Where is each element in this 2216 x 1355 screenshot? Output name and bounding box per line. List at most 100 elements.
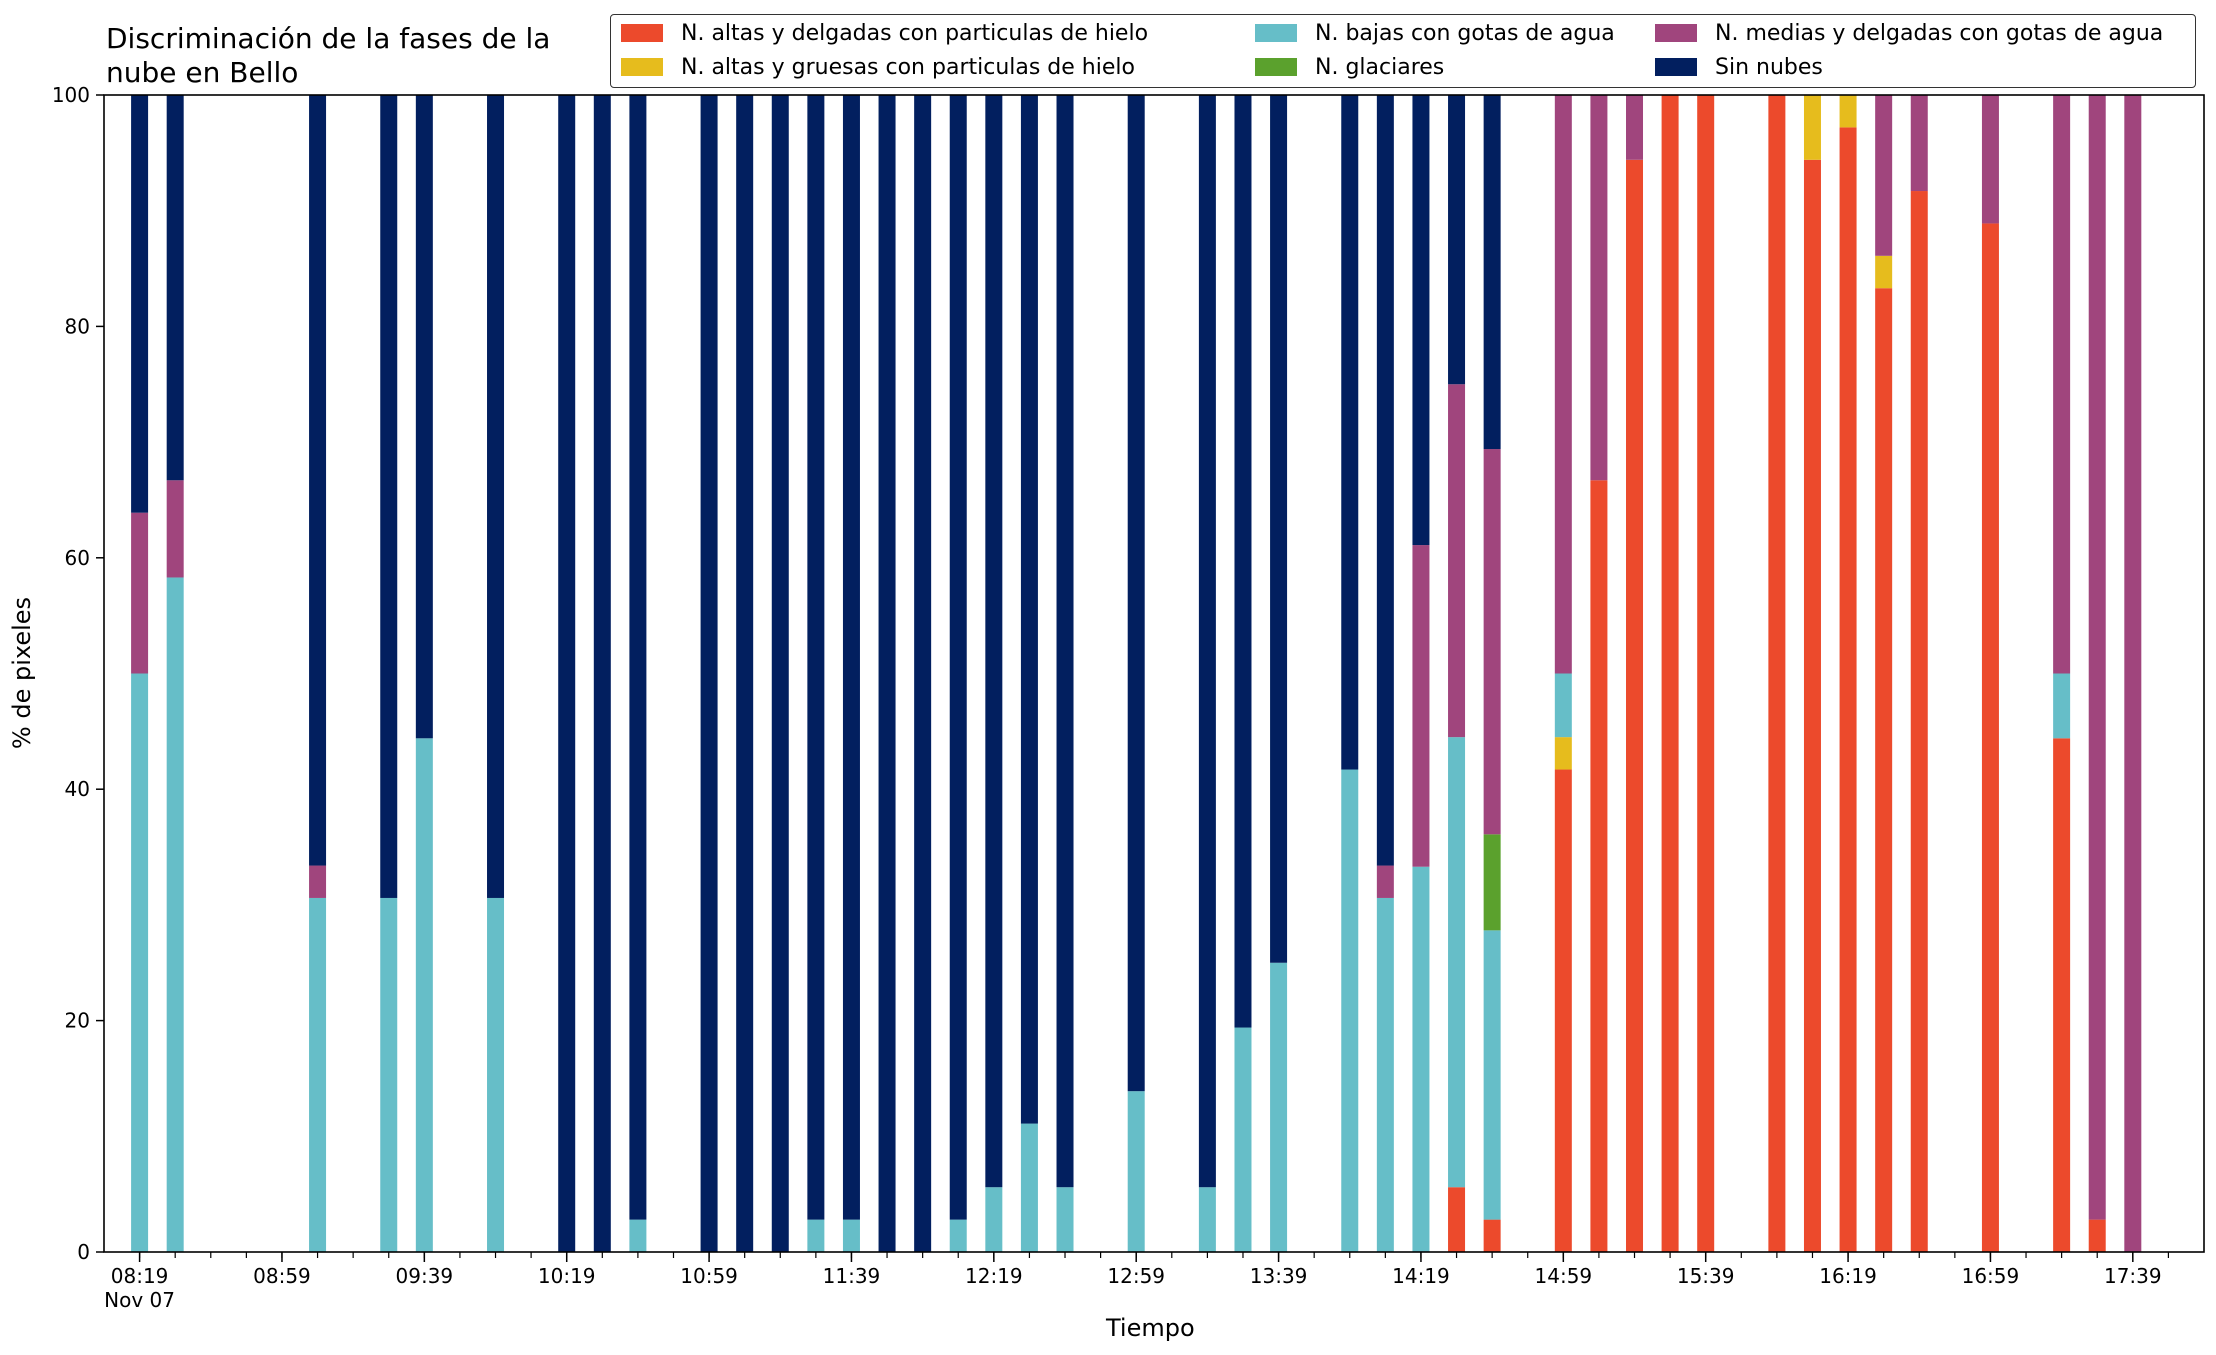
bar-segment-bajas [309, 897, 327, 1252]
bar-segment-medias [1412, 545, 1430, 867]
bar-segment-sin [842, 95, 860, 1220]
bar-segment-medias [1554, 95, 1572, 674]
bar-segment-bajas [487, 897, 505, 1252]
bar-segment-sin [131, 95, 149, 513]
bar-segment-medias [1483, 449, 1501, 835]
legend-label: N. medias y delgadas con gotas de agua [1715, 21, 2164, 46]
bar-segment-gruesas [1839, 95, 1857, 128]
legend-item-alto-hielo: N. altas y delgadas con particulas de hi… [621, 21, 1148, 47]
bar-segment-gruesas [1803, 95, 1821, 160]
x-tick-label: 17:39 [2104, 1264, 2162, 1288]
bar-segment-medias [2124, 95, 2142, 1252]
bar-segment-bajas [1198, 1187, 1216, 1252]
x-tick-label: 09:39 [396, 1264, 454, 1288]
bar-segment-sin [166, 95, 184, 481]
bar-segment-bajas [1234, 1027, 1252, 1252]
bar-segment-bajas [1376, 897, 1394, 1252]
y-axis-label: % de pixeles [8, 596, 36, 750]
bar-segment-medias [1910, 95, 1928, 192]
bar-segment-bajas [1412, 866, 1430, 1252]
x-tick-label: 08:59 [253, 1264, 311, 1288]
bar-segment-sin [1448, 95, 1466, 385]
x-tick-label: 10:19 [538, 1264, 596, 1288]
legend-item-bajas: N. bajas con gotas de agua [1255, 21, 1615, 47]
bar-segment-alto_hielo [1839, 127, 1857, 1252]
legend-label: N. altas y delgadas con particulas de hi… [681, 21, 1149, 46]
bar-segment-bajas [1341, 769, 1359, 1252]
chart-title-line-1: Discriminación de la fases de la [106, 22, 551, 55]
y-tick-label: 60 [65, 546, 90, 570]
bar-segment-alto_hielo [1697, 95, 1715, 1252]
bar-segment-bajas [1483, 930, 1501, 1220]
bar-segment-alto_hielo [2088, 1219, 2106, 1252]
bar-segment-alto_hielo [1554, 769, 1572, 1252]
bar-segment-alto_hielo [1590, 480, 1608, 1252]
bar-segment-medias [131, 512, 149, 674]
bar-segment-medias [1376, 865, 1394, 898]
bar-segment-medias [2088, 95, 2106, 1220]
legend-label: N. bajas con gotas de agua [1315, 21, 1615, 46]
y-tick-label: 0 [77, 1240, 90, 1264]
bar-segment-sin [1056, 95, 1074, 1188]
x-tick-label: 11:39 [823, 1264, 881, 1288]
bar-segment-gruesas [1554, 737, 1572, 770]
legend-swatch [1255, 24, 1297, 42]
bar-segment-medias [1448, 384, 1466, 738]
bar-segment-sin [415, 95, 433, 739]
bar-segment-medias [1981, 95, 1999, 224]
bar-segment-sin [1020, 95, 1038, 1124]
bar-segment-bajas [985, 1187, 1003, 1252]
bar-segment-bajas [2053, 673, 2071, 739]
bar-segment-medias [309, 865, 327, 898]
bar-segment-bajas [1270, 962, 1288, 1252]
chart-title-line-2: nube en Bello [106, 56, 299, 89]
x-tick-label: 14:19 [1392, 1264, 1450, 1288]
bar-segment-bajas [842, 1219, 860, 1252]
bar-segment-medias [1626, 95, 1644, 160]
bar-segment-bajas [1127, 1091, 1145, 1252]
legend-item-glaciares: N. glaciares [1255, 55, 1444, 81]
legend-swatch [1255, 58, 1297, 76]
bar-segment-alto_hielo [1803, 159, 1821, 1253]
bar-segment-sin [1270, 95, 1288, 963]
bar-segment-sin [1198, 95, 1216, 1188]
bar-segment-sin [1483, 95, 1501, 450]
bar-segment-sin [1341, 95, 1359, 770]
bar-segment-bajas [380, 897, 398, 1252]
bar-segment-gruesas [1875, 255, 1893, 289]
bar-segment-sin [309, 95, 327, 866]
bar-segment-sin [807, 95, 825, 1220]
legend-label: Sin nubes [1715, 55, 1823, 80]
bars-layer [131, 95, 2142, 1253]
plot-frame [103, 94, 2205, 1253]
bar-segment-sin [558, 95, 576, 1252]
legend-item-medias: N. medias y delgadas con gotas de agua [1655, 21, 2163, 47]
bar-segment-sin [914, 95, 932, 1252]
bar-segment-medias [166, 480, 184, 578]
x-tick-label: 13:39 [1250, 1264, 1308, 1288]
bar-segment-alto_hielo [2053, 738, 2071, 1252]
bar-segment-sin [771, 95, 789, 1252]
bar-segment-bajas [807, 1219, 825, 1252]
bar-segment-bajas [629, 1219, 647, 1252]
x-tick-label: 12:59 [1107, 1264, 1165, 1288]
bar-segment-alto_hielo [1483, 1219, 1501, 1252]
y-tick-label: 40 [65, 777, 90, 801]
y-tick-label: 100 [52, 83, 90, 107]
y-tick-label: 20 [65, 1009, 90, 1033]
bar-segment-alto_hielo [1875, 288, 1893, 1252]
axis-ticks [96, 94, 2170, 1262]
legend-item-gruesas: N. altas y gruesas con particulas de hie… [621, 55, 1135, 81]
bar-segment-sin [700, 95, 718, 1252]
legend: N. altas y delgadas con particulas de hi… [610, 14, 2196, 88]
bar-segment-sin [1376, 95, 1394, 866]
bar-segment-bajas [1056, 1187, 1074, 1252]
legend-swatch [1655, 58, 1697, 76]
bar-segment-sin [629, 95, 647, 1220]
bar-segment-alto_hielo [1981, 223, 1999, 1252]
bar-segment-alto_hielo [1768, 95, 1786, 1252]
bar-segment-bajas [1554, 673, 1572, 738]
bar-segment-bajas [131, 673, 149, 1252]
